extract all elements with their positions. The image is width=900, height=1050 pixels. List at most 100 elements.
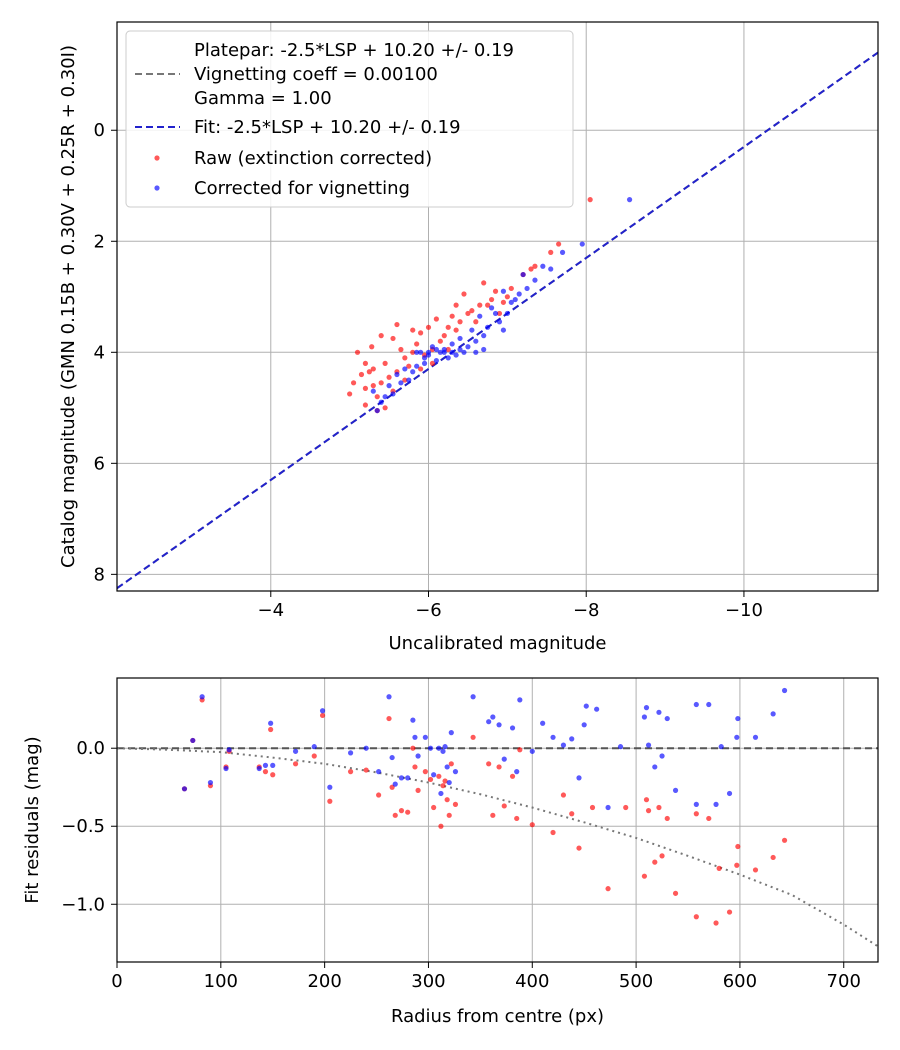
calibration-corrected-point <box>441 349 447 355</box>
residuals-corrected-point <box>643 705 650 711</box>
residuals-raw-point <box>509 773 516 779</box>
legend: Platepar: -2.5*LSP + 10.20 +/- 0.19 Vign… <box>125 30 574 208</box>
calibration-corrected-point <box>449 341 455 347</box>
calibration-raw-point <box>500 299 507 305</box>
residuals-corrected-point <box>199 694 205 700</box>
residuals-raw-point <box>672 890 679 896</box>
calibration-corrected-point <box>370 388 376 394</box>
calibration-corrected-point <box>532 277 538 283</box>
calibration-corrected-point <box>504 310 510 317</box>
residuals-corrected-point <box>363 745 369 751</box>
residuals-raw-point <box>514 815 520 822</box>
calibration-raw-point <box>390 335 396 342</box>
residuals-x-tick-label: 0 <box>111 971 122 992</box>
residuals-corrected-point <box>576 775 582 781</box>
calibration-y-tick-label: 4 <box>94 342 105 363</box>
residuals-corrected-point <box>645 742 652 748</box>
calibration-raw-point <box>394 321 400 328</box>
calibration-raw-point <box>504 294 510 300</box>
calibration-corrected-point <box>402 366 408 372</box>
residuals-x-tick-label: 400 <box>515 971 549 992</box>
residuals-raw-point <box>392 812 398 818</box>
residuals-raw-point <box>645 808 652 814</box>
residuals-raw-point <box>268 726 274 733</box>
calibration-raw-point <box>457 319 463 325</box>
residuals-corrected-point <box>427 745 434 751</box>
residuals-corrected-point <box>415 753 421 759</box>
calibration-raw-point <box>362 360 369 366</box>
calibration-raw-point <box>453 302 459 308</box>
residuals-corrected-point <box>392 781 398 787</box>
residuals-raw-point <box>659 853 665 859</box>
legend-raw-marker <box>154 155 160 161</box>
residuals-raw-point <box>347 769 354 775</box>
calibration-raw-point <box>378 380 384 386</box>
residuals-corrected-point <box>422 734 428 740</box>
calibration-points <box>347 197 633 414</box>
calibration-corrected-point <box>421 355 428 361</box>
calibration-corrected-point <box>473 349 479 355</box>
calibration-x-tick-label: −6 <box>415 600 442 621</box>
calibration-x-ticks: −4 −6 −8 −10 <box>258 591 763 621</box>
residuals-raw-point <box>641 873 648 879</box>
residuals-raw-point <box>735 843 741 850</box>
calibration-corrected-point <box>457 346 463 353</box>
residuals-corrected-point <box>319 708 326 714</box>
residuals-x-ticks: 0 100 200 300 400 500 600 700 <box>111 962 861 992</box>
calibration-raw-point <box>370 383 376 389</box>
residuals-corrected-point <box>509 725 516 731</box>
calibration-raw-point <box>528 266 534 272</box>
residuals-corrected-point <box>583 703 589 709</box>
calibration-y-tick-label: 2 <box>94 231 105 252</box>
residuals-corrected-point <box>706 701 712 708</box>
residuals-corrected-point <box>376 769 382 775</box>
residuals-raw-point <box>529 822 535 828</box>
calibration-corrected-point <box>398 380 404 386</box>
calibration-corrected-point <box>500 288 507 294</box>
calibration-corrected-point <box>626 197 633 203</box>
calibration-corrected-point <box>433 346 439 353</box>
residuals-corrected-point <box>718 744 724 750</box>
calibration-corrected-point <box>520 271 526 278</box>
residuals-corrected-point <box>444 764 450 770</box>
residuals-raw-point <box>363 767 369 773</box>
calibration-raw-point <box>449 313 455 319</box>
residuals-raw-point <box>713 920 719 926</box>
residuals-raw-point <box>693 914 699 920</box>
residuals-corrected-point <box>550 734 556 740</box>
calibration-raw-point <box>445 324 451 330</box>
legend-fit-label: Fit: -2.5*LSP + 10.20 +/- 0.19 <box>194 117 461 138</box>
residuals-corrected-point <box>770 711 776 717</box>
calibration-raw-point <box>362 385 369 391</box>
residuals-raw-point <box>262 769 269 775</box>
calibration-raw-point <box>508 285 514 292</box>
residuals-corrected-point <box>452 769 459 775</box>
residuals-raw-point <box>623 804 629 811</box>
calibration-corrected-point <box>485 324 491 330</box>
calibration-raw-point <box>366 369 372 375</box>
residuals-raw-point <box>270 772 276 778</box>
residuals-plot-frame <box>116 677 879 963</box>
calibration-corrected-point <box>414 349 420 355</box>
residuals-raw-point <box>517 747 523 753</box>
residuals-raw-point <box>770 854 776 861</box>
calibration-corrected-point <box>469 327 475 333</box>
residuals-corrected-point <box>659 753 665 759</box>
residuals-corrected-point <box>560 742 567 748</box>
residuals-corrected-point <box>529 748 535 754</box>
calibration-raw-point <box>386 374 392 380</box>
residuals-raw-point <box>292 761 299 767</box>
residuals-raw-point <box>734 862 740 868</box>
residuals-corrected-point <box>386 694 392 700</box>
calibration-plot: −4 −6 −8 −10 0 2 4 6 8 Uncalibrated magnitude C… <box>58 21 879 654</box>
residuals-raw-point <box>438 823 444 829</box>
calibration-corrected-point <box>477 313 483 319</box>
calibration-raw-point <box>453 327 459 333</box>
residuals-corrected-point <box>327 784 333 790</box>
calibration-y-axis-label: Catalog magnitude (GMN 0.15B + 0.30V + 0… <box>58 45 79 568</box>
residuals-raw-point <box>664 815 670 822</box>
calibration-corrected-point <box>378 399 384 405</box>
calibration-corrected-point <box>516 291 522 297</box>
calibration-raw-point <box>473 319 479 325</box>
residuals-corrected-point <box>693 801 699 808</box>
